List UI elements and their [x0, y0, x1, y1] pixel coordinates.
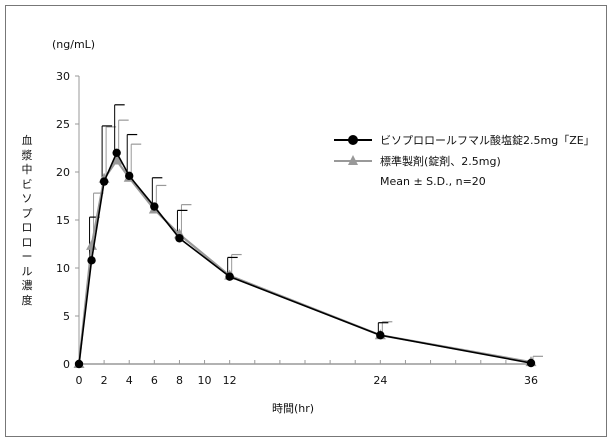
- y-tick-label: 0: [63, 358, 70, 371]
- circle-marker-icon: [74, 359, 84, 369]
- y-tick-label: 5: [63, 310, 70, 323]
- circle-marker-icon: [112, 148, 121, 157]
- y-tick-label: 30: [56, 70, 70, 83]
- x-axis-label: 時間(hr): [272, 402, 315, 415]
- y-tick-label: 25: [56, 118, 70, 131]
- series-line: [78, 150, 532, 365]
- circle-marker-icon: [175, 234, 184, 243]
- legend-label-reference: 標準製剤(錠剤、2.5mg): [380, 154, 501, 168]
- y-unit-label: (ng/mL): [52, 38, 96, 51]
- circle-marker-icon: [376, 331, 385, 340]
- x-tick-label: 12: [223, 374, 237, 387]
- x-tick-label: 24: [373, 374, 387, 387]
- circle-marker-icon: [334, 134, 372, 146]
- x-tick-label: 10: [198, 374, 212, 387]
- x-tick-label: 2: [101, 374, 108, 387]
- legend-note: Mean ± S.D., n=20: [380, 175, 486, 188]
- x-tick-label: 4: [126, 374, 133, 387]
- circle-marker-icon: [99, 177, 109, 186]
- legend-label-test: ビソプロロールフマル酸塩錠2.5mg「ZE」: [380, 133, 595, 147]
- y-tick-label: 20: [56, 166, 70, 179]
- x-tick-label: 8: [176, 374, 183, 387]
- legend: ビソプロロールフマル酸塩錠2.5mg「ZE」 標準製剤(錠剤、2.5mg) Me…: [334, 129, 595, 192]
- circle-marker-icon: [150, 202, 159, 211]
- circle-marker-icon: [225, 272, 234, 281]
- triangle-marker-icon: [111, 154, 123, 165]
- legend-item-test: ビソプロロールフマル酸塩錠2.5mg「ZE」: [334, 129, 595, 150]
- y-axis-label: 血漿中ビソプロロール濃度: [21, 134, 33, 307]
- circle-marker-icon: [526, 358, 536, 368]
- legend-item-reference: 標準製剤(錠剤、2.5mg): [334, 150, 595, 171]
- x-tick-label: 0: [76, 374, 83, 387]
- triangle-marker-icon: [334, 154, 372, 167]
- circle-marker-icon: [125, 171, 134, 181]
- triangle-marker-icon: [86, 239, 98, 250]
- x-tick-label: 36: [524, 374, 538, 387]
- x-tick-label: 6: [151, 374, 158, 387]
- chart-frame: [5, 5, 607, 437]
- y-tick-label: 15: [56, 214, 70, 227]
- y-tick-label: 10: [56, 262, 70, 275]
- circle-marker-icon: [87, 256, 96, 265]
